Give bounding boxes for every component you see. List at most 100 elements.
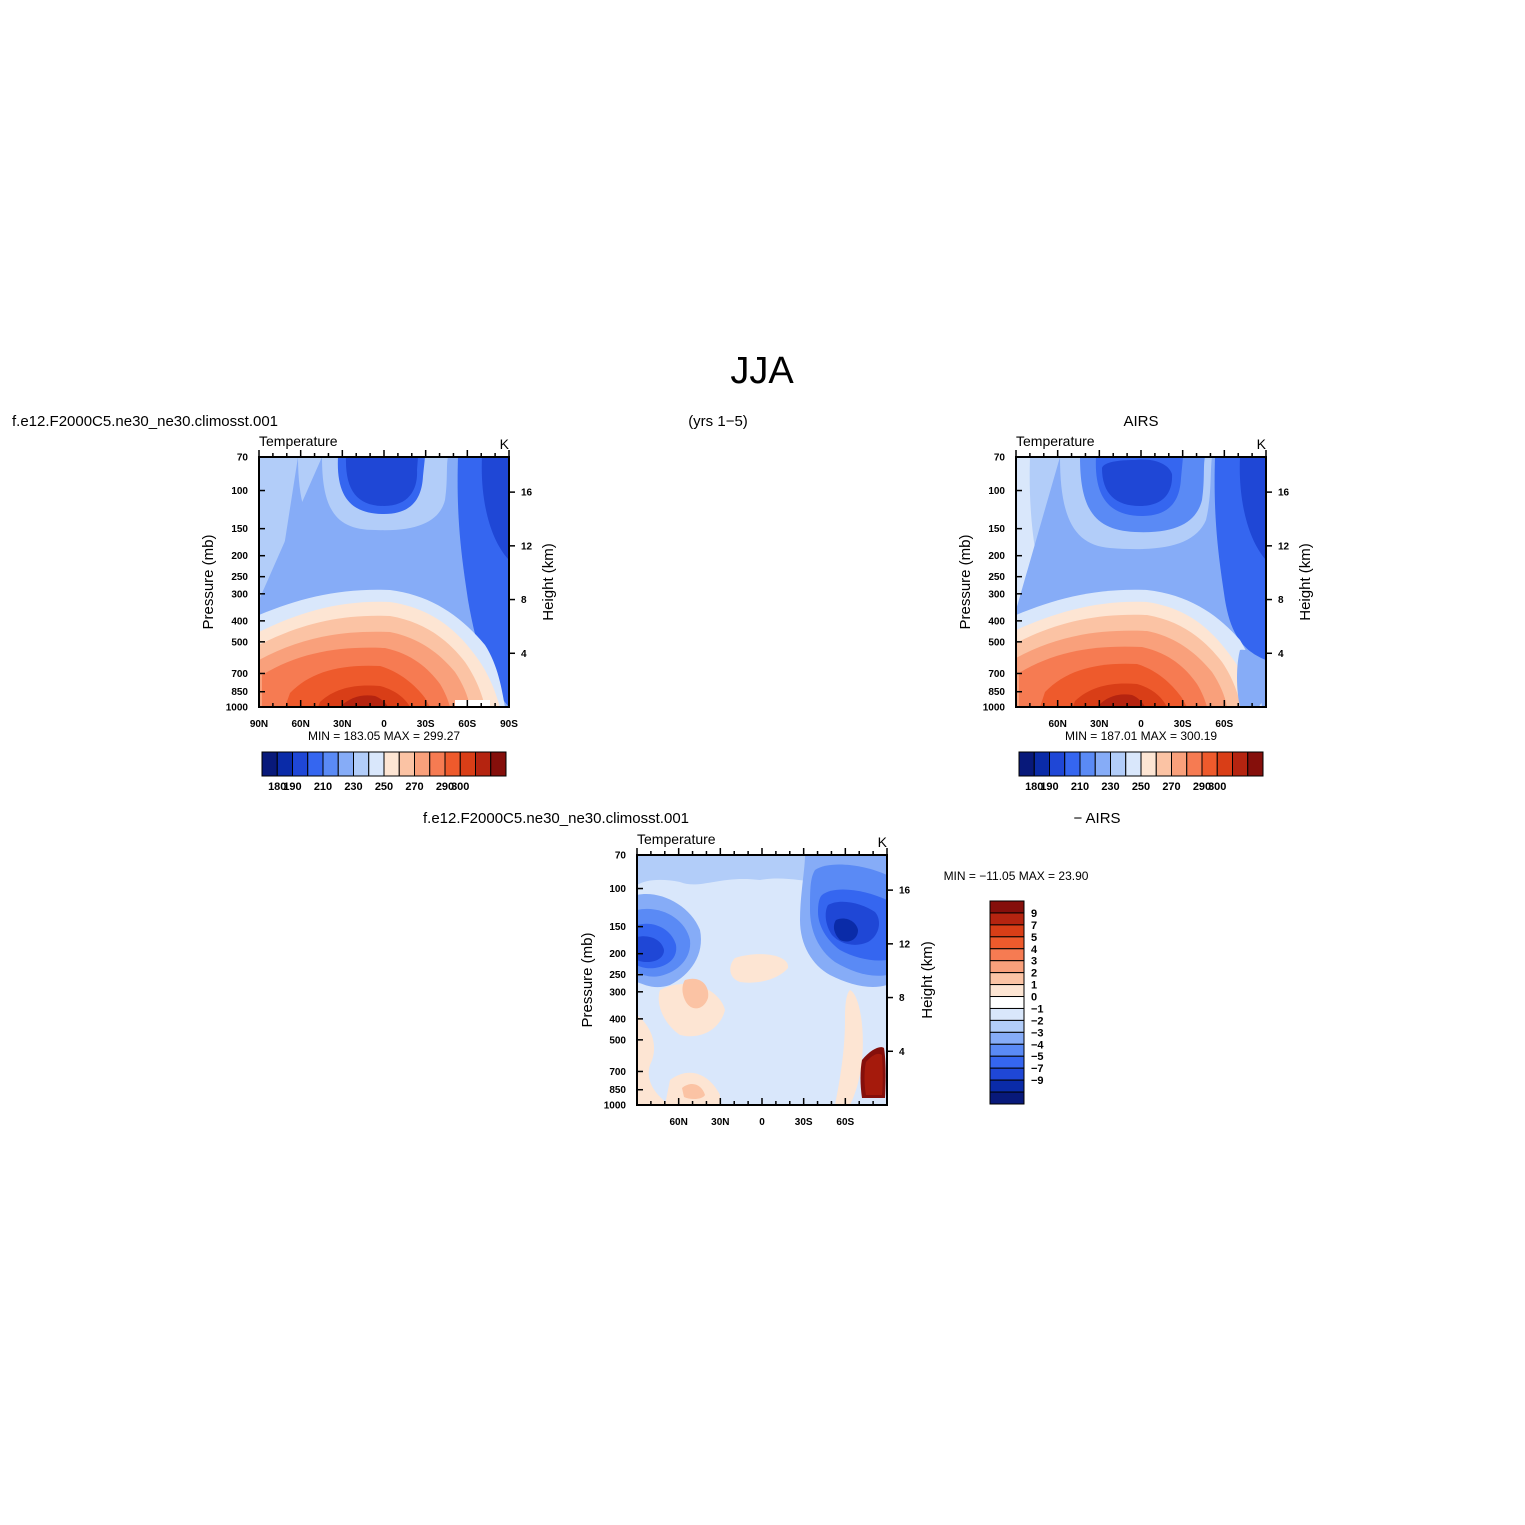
colorbar-swatch bbox=[1171, 751, 1188, 777]
diff-panel: Temperature K Pressure (mb) Height (km) … bbox=[579, 831, 1089, 1128]
model-band-300 bbox=[340, 695, 388, 707]
colorbar-swatch bbox=[1110, 751, 1127, 777]
model-band-190 bbox=[345, 457, 418, 506]
diff-band-pos1-sw bbox=[637, 1015, 670, 1105]
colorbar-label: 190 bbox=[1040, 781, 1058, 793]
colorbar-label: −7 bbox=[1031, 1063, 1044, 1075]
colorbar-label: 210 bbox=[314, 781, 332, 793]
pressure-tick-label: 200 bbox=[231, 551, 248, 562]
pressure-tick-label: 1000 bbox=[983, 703, 1006, 714]
lat-tick-label: 30S bbox=[1174, 719, 1192, 730]
colorbar-label: 9 bbox=[1031, 908, 1037, 920]
diff-band-pos2-nh bbox=[682, 978, 709, 1009]
colorbar-label: 7 bbox=[1031, 920, 1037, 932]
height-tick-label: 4 bbox=[1278, 649, 1284, 660]
pressure-tick-label: 400 bbox=[988, 616, 1005, 627]
colorbar-swatch bbox=[1186, 751, 1203, 777]
lat-tick-label: 60N bbox=[1048, 719, 1066, 730]
pressure-tick-label: 250 bbox=[988, 572, 1005, 583]
diff-contours bbox=[637, 855, 887, 1105]
colorbar-swatch bbox=[1140, 751, 1157, 777]
lat-tick-label: 0 bbox=[381, 719, 387, 730]
colorbar-label: 290 bbox=[436, 781, 454, 793]
model-title-right: K bbox=[500, 436, 510, 452]
colorbar-swatch bbox=[989, 1079, 1025, 1093]
pressure-tick-label: 1000 bbox=[604, 1101, 627, 1112]
obs-ylabel: Pressure (mb) bbox=[957, 534, 974, 629]
model-title-left: Temperature bbox=[259, 433, 338, 449]
pressure-tick-label: 850 bbox=[988, 687, 1005, 698]
pressure-tick-label: 70 bbox=[615, 851, 627, 862]
colorbar-swatch bbox=[1049, 751, 1066, 777]
model-band-east-200 bbox=[481, 457, 509, 560]
colorbar-swatch bbox=[1018, 751, 1035, 777]
colorbar-swatch bbox=[1201, 751, 1218, 777]
pressure-tick-label: 300 bbox=[988, 589, 1005, 600]
colorbar-swatch bbox=[475, 751, 492, 777]
diff-min-max: MIN = −11.05 MAX = 23.90 bbox=[944, 869, 1089, 883]
lat-tick-label: 30S bbox=[795, 1117, 813, 1128]
lat-tick-label: 60S bbox=[458, 719, 476, 730]
height-tick-label: 8 bbox=[899, 993, 905, 1004]
colorbar-label: −3 bbox=[1031, 1027, 1044, 1039]
lat-tick-label: 60N bbox=[669, 1117, 687, 1128]
header-right: AIRS bbox=[1123, 413, 1158, 430]
diff-title-left: Temperature bbox=[637, 831, 716, 847]
model-ylabel-right: Height (km) bbox=[540, 543, 557, 621]
colorbar-label: 290 bbox=[1193, 781, 1211, 793]
obs-band-190 bbox=[1102, 459, 1173, 506]
colorbar-swatch bbox=[490, 751, 507, 777]
colorbar-label: 300 bbox=[451, 781, 469, 793]
colorbar-label: 230 bbox=[1101, 781, 1119, 793]
pressure-tick-label: 700 bbox=[231, 669, 248, 680]
pressure-tick-label: 200 bbox=[988, 551, 1005, 562]
diff-band-pos7-south bbox=[864, 1053, 883, 1095]
colorbar-swatch bbox=[276, 751, 293, 777]
colorbar-swatch bbox=[383, 751, 400, 777]
diff-title-right: K bbox=[878, 834, 888, 850]
obs-band-east-200 bbox=[1239, 457, 1266, 560]
lat-tick-label: 90N bbox=[250, 719, 268, 730]
lat-tick-label: 30S bbox=[417, 719, 435, 730]
colorbar-swatch bbox=[337, 751, 354, 777]
colorbar-label: 230 bbox=[344, 781, 362, 793]
height-tick-label: 16 bbox=[1278, 488, 1290, 499]
colorbar-label: 4 bbox=[1031, 944, 1038, 956]
lat-tick-label: 0 bbox=[759, 1117, 765, 1128]
model-missing-data bbox=[455, 700, 490, 707]
pressure-tick-label: 1000 bbox=[226, 703, 249, 714]
colorbar-label: −2 bbox=[1031, 1015, 1044, 1027]
colorbar-swatch bbox=[1247, 751, 1264, 777]
colorbar-swatch bbox=[1232, 751, 1249, 777]
colorbar-swatch bbox=[414, 751, 431, 777]
colorbar-swatch bbox=[989, 924, 1025, 938]
header-center: (yrs 1−5) bbox=[688, 413, 748, 430]
colorbar-label: 180 bbox=[268, 781, 286, 793]
diff-band-pos1-mid bbox=[730, 954, 789, 983]
diff-header-left: f.e12.F2000C5.ne30_ne30.climosst.001 bbox=[423, 810, 689, 827]
model-ylabel: Pressure (mb) bbox=[200, 534, 217, 629]
header-left: f.e12.F2000C5.ne30_ne30.climosst.001 bbox=[12, 413, 278, 430]
model-axes: 70 100 150 200 250 300 400 500 700 850 1000 16 12 8 4 9… bbox=[226, 450, 533, 730]
diff-band-neg5-west bbox=[637, 936, 664, 962]
colorbar-label: 190 bbox=[283, 781, 301, 793]
colorbar-label: 250 bbox=[375, 781, 393, 793]
colorbar-label: 250 bbox=[1132, 781, 1150, 793]
diff-axes: 70 100 150 200 250 300 400 500 700 850 1000 16 12 8 4 6… bbox=[604, 848, 911, 1128]
diff-ylabel: Pressure (mb) bbox=[579, 932, 596, 1027]
colorbar-swatch bbox=[1155, 751, 1172, 777]
pressure-tick-label: 300 bbox=[231, 589, 248, 600]
colorbar-label: 270 bbox=[1162, 781, 1180, 793]
colorbar-label: 2 bbox=[1031, 968, 1037, 980]
colorbar-label: 0 bbox=[1031, 992, 1037, 1004]
lat-tick-label: 30N bbox=[1090, 719, 1108, 730]
pressure-tick-label: 150 bbox=[609, 922, 626, 933]
lat-tick-label: 60S bbox=[1215, 719, 1233, 730]
pressure-tick-label: 70 bbox=[994, 453, 1006, 464]
colorbar-swatch bbox=[989, 960, 1025, 974]
pressure-tick-label: 100 bbox=[988, 486, 1005, 497]
